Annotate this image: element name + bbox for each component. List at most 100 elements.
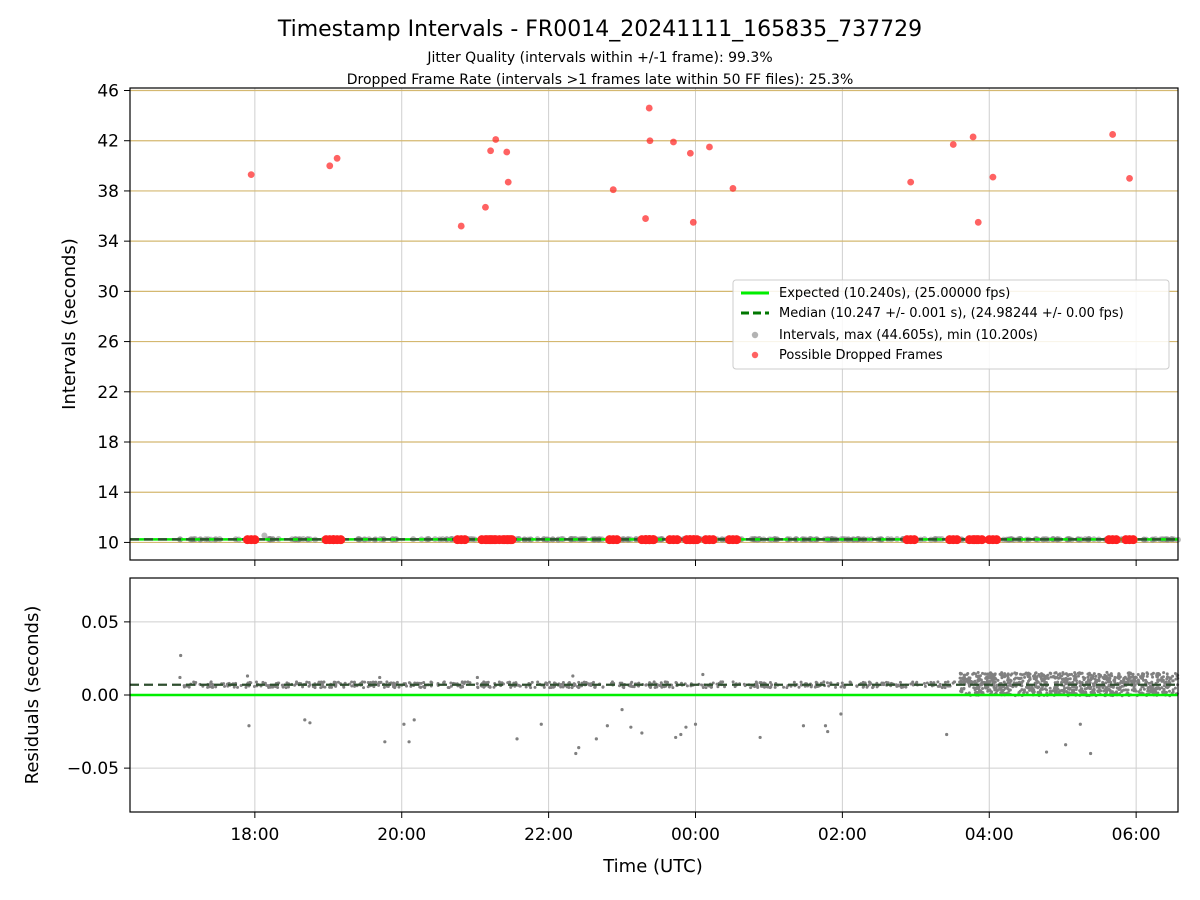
residual-point <box>1162 687 1166 691</box>
residual-point <box>1083 687 1087 691</box>
dropped-baseline-marker <box>460 535 470 545</box>
legend-dropped-marker <box>751 351 759 359</box>
residual-point <box>366 680 370 684</box>
top-ytick-label-26: 26 <box>97 333 119 353</box>
residual-outlier <box>594 737 598 741</box>
residual-point <box>1107 677 1111 681</box>
residual-point <box>1037 673 1041 677</box>
residual-point <box>1043 681 1047 685</box>
dropped-frame-point <box>333 154 341 162</box>
residual-outlier <box>605 724 609 728</box>
dropped-frame-point <box>646 137 654 145</box>
residual-point <box>749 686 753 690</box>
residual-point <box>1132 684 1136 688</box>
residual-point <box>533 685 537 689</box>
dropped-frame-point <box>1109 131 1117 138</box>
residual-point <box>993 688 997 692</box>
residual-point <box>1064 672 1068 676</box>
residual-outlier <box>1044 750 1049 754</box>
residual-point <box>953 680 957 684</box>
residual-point <box>524 685 528 689</box>
dropped-frame-point <box>969 133 977 141</box>
residual-point <box>915 680 919 684</box>
residual-point <box>1018 689 1022 693</box>
residual-point <box>976 678 980 682</box>
residual-point <box>1048 689 1052 693</box>
residual-outlier <box>693 722 698 726</box>
residual-point <box>1146 689 1150 693</box>
residual-point <box>659 681 663 685</box>
residual-point <box>1123 675 1127 679</box>
dropped-baseline-marker <box>708 535 718 545</box>
residual-point <box>1049 675 1053 679</box>
residual-outlier <box>383 740 387 744</box>
top-ytick-label-22: 22 <box>97 383 119 403</box>
residual-point <box>422 681 426 685</box>
residual-point <box>1137 690 1141 694</box>
residual-point <box>1129 672 1133 676</box>
residual-point <box>1044 677 1048 681</box>
residual-outlier <box>1089 751 1093 756</box>
dropped-baseline-marker <box>692 535 702 545</box>
x-tick-label-2: 22:00 <box>524 825 573 845</box>
residual-point <box>1000 672 1004 676</box>
residual-point <box>271 685 275 689</box>
residual-outlier <box>515 737 519 741</box>
residual-point <box>723 685 727 689</box>
residual-point <box>1095 685 1099 689</box>
residual-point <box>1066 677 1070 681</box>
residual-point <box>1025 691 1029 695</box>
residual-point <box>901 685 905 689</box>
residual-point <box>943 680 947 684</box>
residual-point <box>1080 687 1084 691</box>
residual-point <box>976 671 980 675</box>
dropped-frame-point <box>949 141 957 148</box>
residual-outlier <box>823 724 828 728</box>
residual-point <box>963 681 967 685</box>
residual-point <box>992 685 996 689</box>
residual-point <box>1136 673 1140 677</box>
residual-point <box>785 686 789 690</box>
residual-point <box>989 672 993 676</box>
residual-point <box>975 674 979 678</box>
residual-point <box>1062 690 1066 694</box>
residual-point <box>350 680 354 684</box>
residual-point <box>923 684 927 688</box>
residual-point <box>1141 674 1145 678</box>
dropped-baseline-marker <box>977 535 987 545</box>
dropped-frame-point <box>974 218 982 226</box>
residual-point <box>652 680 656 684</box>
residual-point <box>1000 676 1004 680</box>
residual-outlier <box>701 672 705 677</box>
residual-point <box>547 680 551 684</box>
residual-outlier <box>539 722 543 726</box>
residual-point <box>648 685 652 689</box>
residual-point <box>1022 689 1026 693</box>
bottom-ylabel: Residuals (seconds) <box>22 606 43 785</box>
residual-point <box>1162 671 1166 675</box>
residual-point <box>1080 671 1084 675</box>
legend: Expected (10.240s), (25.00000 fps) Media… <box>732 279 1170 370</box>
residual-point <box>849 681 853 685</box>
dropped-frame-point <box>670 138 677 146</box>
residual-point <box>1167 689 1171 693</box>
chart-subtitle-jitter: Jitter Quality (intervals within +/-1 fr… <box>426 50 772 66</box>
residual-point <box>1095 680 1099 684</box>
residual-point <box>1036 690 1040 694</box>
residual-point <box>429 680 433 684</box>
residual-point <box>1173 686 1177 690</box>
residual-point <box>719 680 723 684</box>
dropped-frame-point <box>1126 174 1133 182</box>
residual-point <box>1106 680 1110 684</box>
residual-point <box>1033 673 1037 677</box>
dropped-frame-point <box>247 171 255 179</box>
residual-point <box>799 680 803 684</box>
residual-point <box>1171 674 1175 678</box>
residual-point <box>993 672 997 676</box>
residual-outlier <box>684 725 688 729</box>
residual-point <box>970 680 974 684</box>
chart-title: Timestamp Intervals - FR0014_20241111_16… <box>277 17 922 42</box>
residual-point <box>733 685 737 689</box>
residual-point <box>991 674 995 678</box>
residual-point <box>946 680 950 684</box>
